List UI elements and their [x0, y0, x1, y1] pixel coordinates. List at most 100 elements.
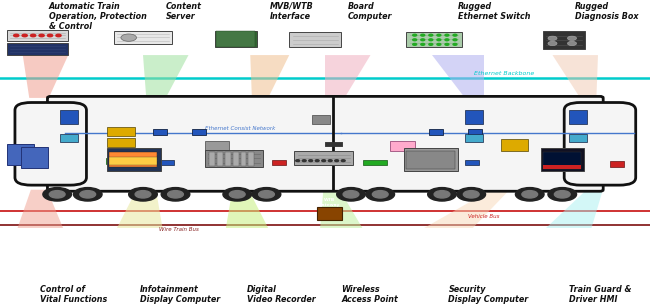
- Polygon shape: [23, 55, 68, 98]
- Bar: [214, 31, 257, 47]
- Circle shape: [429, 43, 433, 45]
- Bar: [312, 115, 330, 124]
- Bar: [610, 161, 624, 167]
- Circle shape: [413, 34, 417, 36]
- Polygon shape: [546, 190, 603, 228]
- Polygon shape: [117, 190, 162, 228]
- Bar: [107, 148, 161, 171]
- Circle shape: [421, 43, 424, 45]
- Circle shape: [515, 188, 544, 201]
- Bar: [192, 129, 206, 135]
- Circle shape: [335, 160, 339, 162]
- Circle shape: [567, 41, 577, 46]
- Circle shape: [56, 34, 61, 37]
- Circle shape: [548, 41, 557, 46]
- Bar: [404, 148, 458, 171]
- Bar: [468, 129, 482, 135]
- Bar: [294, 151, 353, 165]
- Circle shape: [413, 39, 417, 41]
- Text: Automatic Train
Operation, Protection
& Control: Automatic Train Operation, Protection & …: [49, 2, 147, 31]
- Polygon shape: [250, 55, 289, 98]
- Text: Content
Server: Content Server: [166, 2, 202, 21]
- Bar: [465, 134, 483, 142]
- Circle shape: [366, 188, 395, 201]
- Bar: [317, 207, 342, 220]
- Circle shape: [421, 34, 424, 36]
- Polygon shape: [18, 190, 63, 228]
- Bar: [225, 152, 231, 166]
- Bar: [60, 134, 78, 142]
- Polygon shape: [552, 55, 598, 98]
- Bar: [465, 160, 479, 165]
- Circle shape: [413, 43, 417, 45]
- FancyBboxPatch shape: [47, 96, 603, 191]
- Circle shape: [302, 160, 306, 162]
- Bar: [153, 129, 167, 135]
- Text: Control of
Vital Functions: Control of Vital Functions: [40, 285, 107, 304]
- Circle shape: [47, 34, 53, 37]
- Bar: [289, 32, 341, 47]
- Circle shape: [161, 188, 190, 201]
- Circle shape: [548, 36, 557, 40]
- Circle shape: [522, 191, 538, 198]
- Circle shape: [372, 191, 388, 198]
- Circle shape: [434, 191, 450, 198]
- Circle shape: [421, 39, 424, 41]
- Bar: [60, 110, 78, 124]
- Circle shape: [129, 188, 157, 201]
- Circle shape: [437, 43, 441, 45]
- Bar: [229, 158, 248, 164]
- Circle shape: [445, 34, 449, 36]
- Bar: [21, 147, 48, 168]
- Bar: [465, 110, 483, 124]
- Bar: [109, 157, 157, 165]
- Circle shape: [463, 191, 479, 198]
- Circle shape: [22, 34, 27, 37]
- Polygon shape: [432, 55, 484, 98]
- Bar: [500, 139, 528, 151]
- Bar: [209, 152, 215, 166]
- Bar: [543, 152, 581, 169]
- Text: Ethernet Backbone: Ethernet Backbone: [474, 71, 535, 76]
- Text: Security
Display Computer: Security Display Computer: [448, 285, 528, 304]
- Circle shape: [315, 160, 319, 162]
- Circle shape: [343, 191, 359, 198]
- Circle shape: [453, 43, 457, 45]
- Text: Board
Computer: Board Computer: [348, 2, 392, 21]
- Bar: [217, 152, 223, 166]
- Circle shape: [14, 34, 19, 37]
- Circle shape: [296, 160, 300, 162]
- Circle shape: [428, 188, 456, 201]
- Bar: [546, 160, 564, 165]
- Circle shape: [259, 191, 274, 198]
- Text: Train Guard &
Driver HMI: Train Guard & Driver HMI: [569, 285, 631, 304]
- Text: MVB/WTB
Interface: MVB/WTB Interface: [270, 2, 313, 21]
- Text: WTB
Gateway: WTB Gateway: [319, 198, 340, 207]
- FancyBboxPatch shape: [15, 103, 86, 185]
- Bar: [390, 141, 415, 151]
- Circle shape: [453, 34, 457, 36]
- Bar: [205, 150, 263, 167]
- Bar: [25, 161, 39, 167]
- Circle shape: [445, 39, 449, 41]
- Circle shape: [341, 160, 345, 162]
- Circle shape: [223, 188, 252, 201]
- Circle shape: [73, 188, 102, 201]
- Circle shape: [322, 160, 326, 162]
- Text: Wire Train Bus: Wire Train Bus: [159, 227, 199, 232]
- Bar: [233, 152, 239, 166]
- Bar: [363, 160, 387, 165]
- Circle shape: [168, 191, 183, 198]
- Bar: [6, 144, 34, 165]
- Bar: [541, 148, 584, 171]
- Polygon shape: [143, 55, 188, 98]
- Text: Wireless
Access Point: Wireless Access Point: [341, 285, 398, 304]
- Bar: [114, 31, 172, 44]
- Circle shape: [309, 160, 313, 162]
- Polygon shape: [320, 190, 363, 228]
- FancyBboxPatch shape: [564, 103, 636, 185]
- Circle shape: [39, 34, 44, 37]
- Bar: [240, 152, 246, 166]
- Circle shape: [80, 191, 96, 198]
- Text: Infotainment
Display Computer: Infotainment Display Computer: [140, 285, 220, 304]
